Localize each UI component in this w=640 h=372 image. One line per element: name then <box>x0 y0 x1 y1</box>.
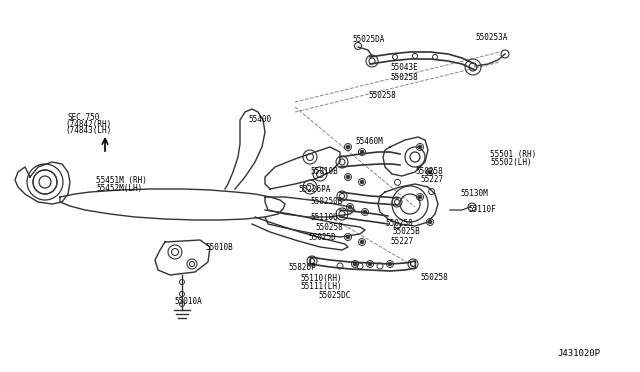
Text: SEC.750: SEC.750 <box>68 112 100 122</box>
Circle shape <box>428 220 432 224</box>
Polygon shape <box>265 210 365 237</box>
Text: 550258: 550258 <box>390 73 418 81</box>
Text: 55025DA: 55025DA <box>352 35 385 45</box>
Circle shape <box>353 262 357 266</box>
Text: 55130M: 55130M <box>460 189 488 199</box>
Polygon shape <box>155 240 210 275</box>
Text: 55400: 55400 <box>248 115 271 124</box>
Polygon shape <box>383 137 428 176</box>
Text: 550250B: 550250B <box>310 198 342 206</box>
Text: 55043E: 55043E <box>390 62 418 71</box>
Circle shape <box>346 145 350 149</box>
Text: 550258: 550258 <box>385 219 413 228</box>
Polygon shape <box>252 217 348 250</box>
Polygon shape <box>15 162 70 204</box>
Text: 55227: 55227 <box>420 176 443 185</box>
Text: 55010A: 55010A <box>174 298 202 307</box>
Circle shape <box>428 170 432 174</box>
Text: 55110(RH): 55110(RH) <box>300 273 342 282</box>
Circle shape <box>346 235 350 239</box>
Text: (74842(RH): (74842(RH) <box>65 119 111 128</box>
Text: 55451M (RH): 55451M (RH) <box>96 176 147 185</box>
Circle shape <box>360 180 364 184</box>
Text: 550258: 550258 <box>420 273 448 282</box>
Text: 55025B: 55025B <box>392 228 420 237</box>
Text: 55502(LH): 55502(LH) <box>490 157 532 167</box>
Polygon shape <box>378 184 438 226</box>
Text: 550258: 550258 <box>368 92 396 100</box>
Text: 55010B: 55010B <box>310 167 338 176</box>
Text: 55025D: 55025D <box>308 232 336 241</box>
Text: 550258: 550258 <box>415 167 443 176</box>
Text: (74843(LH): (74843(LH) <box>65 126 111 135</box>
Text: 55025DC: 55025DC <box>318 292 350 301</box>
Text: 550253A: 550253A <box>475 32 508 42</box>
Polygon shape <box>225 109 265 189</box>
Text: 55227: 55227 <box>390 237 413 247</box>
Text: 55010B: 55010B <box>205 243 233 251</box>
Text: 55111(LH): 55111(LH) <box>300 282 342 291</box>
Text: 55226PA: 55226PA <box>298 185 330 193</box>
Circle shape <box>418 195 422 199</box>
Polygon shape <box>265 147 340 189</box>
Polygon shape <box>265 197 355 217</box>
Text: 55452M(LH): 55452M(LH) <box>96 183 142 192</box>
Text: 55110F: 55110F <box>468 205 496 215</box>
Circle shape <box>368 262 372 266</box>
Text: 55501 (RH): 55501 (RH) <box>490 150 536 158</box>
Circle shape <box>360 240 364 244</box>
Polygon shape <box>60 189 285 220</box>
Text: 55460M: 55460M <box>355 138 383 147</box>
Circle shape <box>418 145 422 149</box>
Text: J431020P: J431020P <box>557 350 600 359</box>
Circle shape <box>360 150 364 154</box>
Circle shape <box>346 175 350 179</box>
Text: 550258: 550258 <box>315 222 343 231</box>
Circle shape <box>348 205 352 209</box>
Circle shape <box>388 262 392 266</box>
Text: 55110U: 55110U <box>310 212 338 221</box>
Circle shape <box>364 210 367 214</box>
Text: 55826P: 55826P <box>288 263 316 273</box>
